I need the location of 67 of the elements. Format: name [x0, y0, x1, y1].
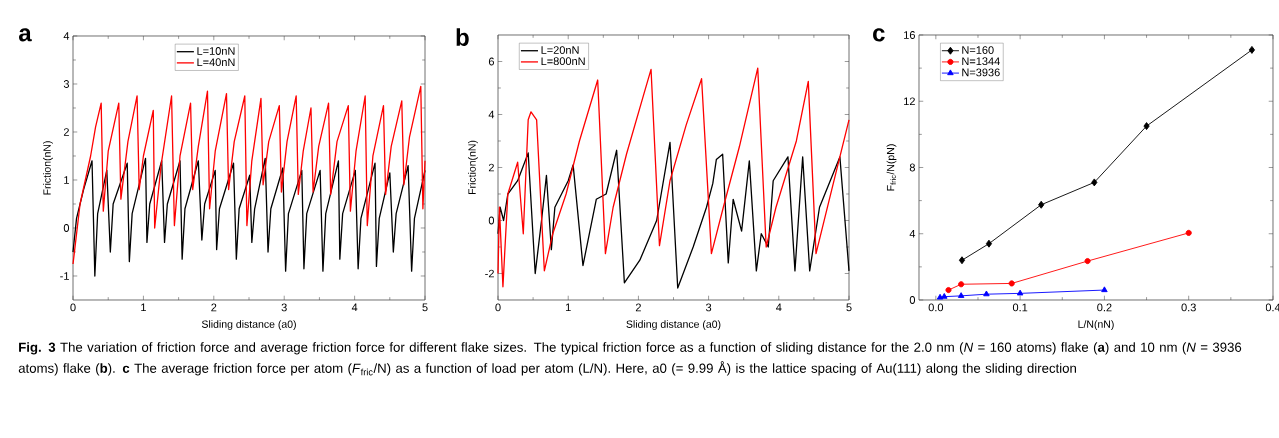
- x-tick-label: 4: [351, 303, 358, 312]
- point: [1038, 200, 1045, 209]
- point: [1016, 289, 1024, 296]
- x-tick-label: 1: [565, 303, 571, 312]
- x-tick-label: 3: [281, 303, 287, 312]
- x-axis-title: Sliding distance (a0): [201, 320, 296, 330]
- y-tick-label: 3: [63, 80, 69, 88]
- y-tick-label: 16: [904, 31, 915, 39]
- legend-label: N=160: [962, 46, 994, 54]
- legend-label: L=40nN: [197, 58, 235, 67]
- point: [1248, 45, 1255, 54]
- point: [1185, 229, 1192, 236]
- legend-label: L=800nN: [541, 57, 585, 66]
- point: [958, 256, 966, 265]
- point: [983, 290, 990, 297]
- point: [1143, 122, 1150, 131]
- x-tick-label: 5: [422, 303, 428, 312]
- point: [945, 287, 952, 294]
- line-series: [72, 85, 426, 265]
- point: [941, 293, 948, 299]
- y-axis-title: Friction(nN): [43, 141, 53, 195]
- point: [985, 239, 993, 248]
- x-tick-label: 0.3: [1181, 303, 1196, 312]
- x-axis-title: L/N(nN): [1078, 320, 1114, 330]
- y-tick-label: 4: [63, 32, 70, 40]
- x-tick-label: 3: [705, 303, 712, 312]
- y-axis-title: Friction(nN): [468, 140, 478, 195]
- x-axis-title: Sliding distance (a0): [626, 320, 721, 330]
- chart-title: a: [19, 28, 32, 42]
- legend-label: N=3936: [962, 68, 1000, 77]
- chart-title: c: [873, 28, 885, 42]
- x-tick-label: 0.0: [928, 303, 944, 312]
- x-tick-label: 0.1: [1012, 303, 1028, 312]
- y-axis-title: F$_{fric}$/N(pN): [886, 144, 897, 191]
- y-tick-label: 2: [63, 128, 69, 136]
- y-tick-label: 8: [909, 163, 915, 172]
- point: [1101, 286, 1108, 293]
- x-tick-label: 2: [211, 303, 217, 312]
- x-tick-label: 2: [635, 303, 641, 312]
- y-tick-label: 0: [63, 224, 70, 232]
- point: [1008, 280, 1015, 287]
- y-tick-label: 6: [488, 57, 494, 66]
- y-tick-label: -2: [485, 269, 494, 278]
- point: [957, 292, 965, 298]
- x-tick-label: 0.2: [1097, 303, 1112, 312]
- y-tick-label: 4: [488, 110, 495, 119]
- legend-label: N=1344: [962, 57, 1000, 66]
- line-series: [497, 67, 850, 288]
- y-tick-label: 2: [488, 163, 494, 172]
- x-tick-label: 0: [495, 303, 501, 312]
- point: [1091, 178, 1098, 187]
- y-tick-label: 1: [64, 176, 69, 184]
- x-tick-label: 4: [776, 303, 782, 312]
- y-tick-label: 4: [909, 229, 916, 238]
- x-tick-label: 0: [70, 303, 76, 312]
- point: [958, 281, 965, 288]
- y-tick-label: -1: [60, 272, 69, 280]
- y-tick-label: 0: [488, 216, 495, 225]
- x-tick-label: 5: [846, 303, 852, 312]
- legend-label: L=20nN: [541, 46, 579, 54]
- x-tick-label: 1: [141, 303, 146, 312]
- y-tick-label: 0: [909, 296, 916, 304]
- text: Fig. 3 The variation of friction force and average friction force for different flake sizes. The typical friction force as a function of sliding distance for the 2.0 nm (N = 160 atoms) flake (a) and 10 nm (N = 3936 atoms) flake (b). c The average friction force per atom (F$_{fric}$/N) as a function of load per atom (L/N). Here, a0 (= 9.99 Å) is the lattice spacing of Au(111) along the sliding direction: [18, 342, 1242, 376]
- point: [1084, 258, 1091, 265]
- y-tick-label: 12: [904, 97, 915, 106]
- legend-label: L=10nN: [197, 47, 235, 55]
- chart-title: b: [456, 28, 469, 46]
